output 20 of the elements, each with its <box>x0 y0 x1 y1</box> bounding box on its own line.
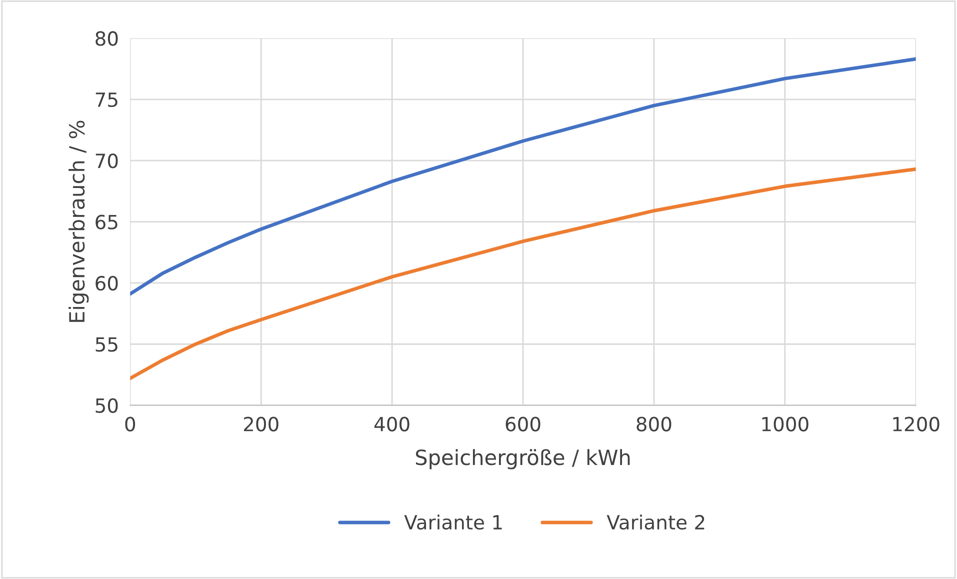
line-series <box>130 167 916 380</box>
line-series <box>130 57 916 296</box>
legend-label: Variante 1 <box>404 514 502 530</box>
y-axis-title: Eigenverbrauch / % <box>68 120 89 322</box>
x-tick-label: 800 <box>636 416 672 432</box>
y-tick-label: 70 <box>96 154 118 168</box>
y-tick-label: 80 <box>96 31 118 46</box>
y-tick-label: 50 <box>96 398 118 413</box>
legend-label: Variante 2 <box>606 514 704 530</box>
x-tick-label: 1000 <box>762 416 808 432</box>
x-axis-title: Speichergröße / kWh <box>416 449 630 470</box>
y-tick-label: 75 <box>96 92 118 108</box>
x-tick-label: 0 <box>125 416 136 432</box>
y-tick-label: 55 <box>96 337 118 352</box>
x-tick-label: 600 <box>506 416 540 432</box>
y-tick-label: 65 <box>96 214 118 230</box>
x-tick-label: 200 <box>244 416 278 432</box>
y-tick-label: 60 <box>96 276 118 291</box>
x-tick-label: 400 <box>374 416 410 432</box>
x-tick-label: 1200 <box>893 416 940 432</box>
